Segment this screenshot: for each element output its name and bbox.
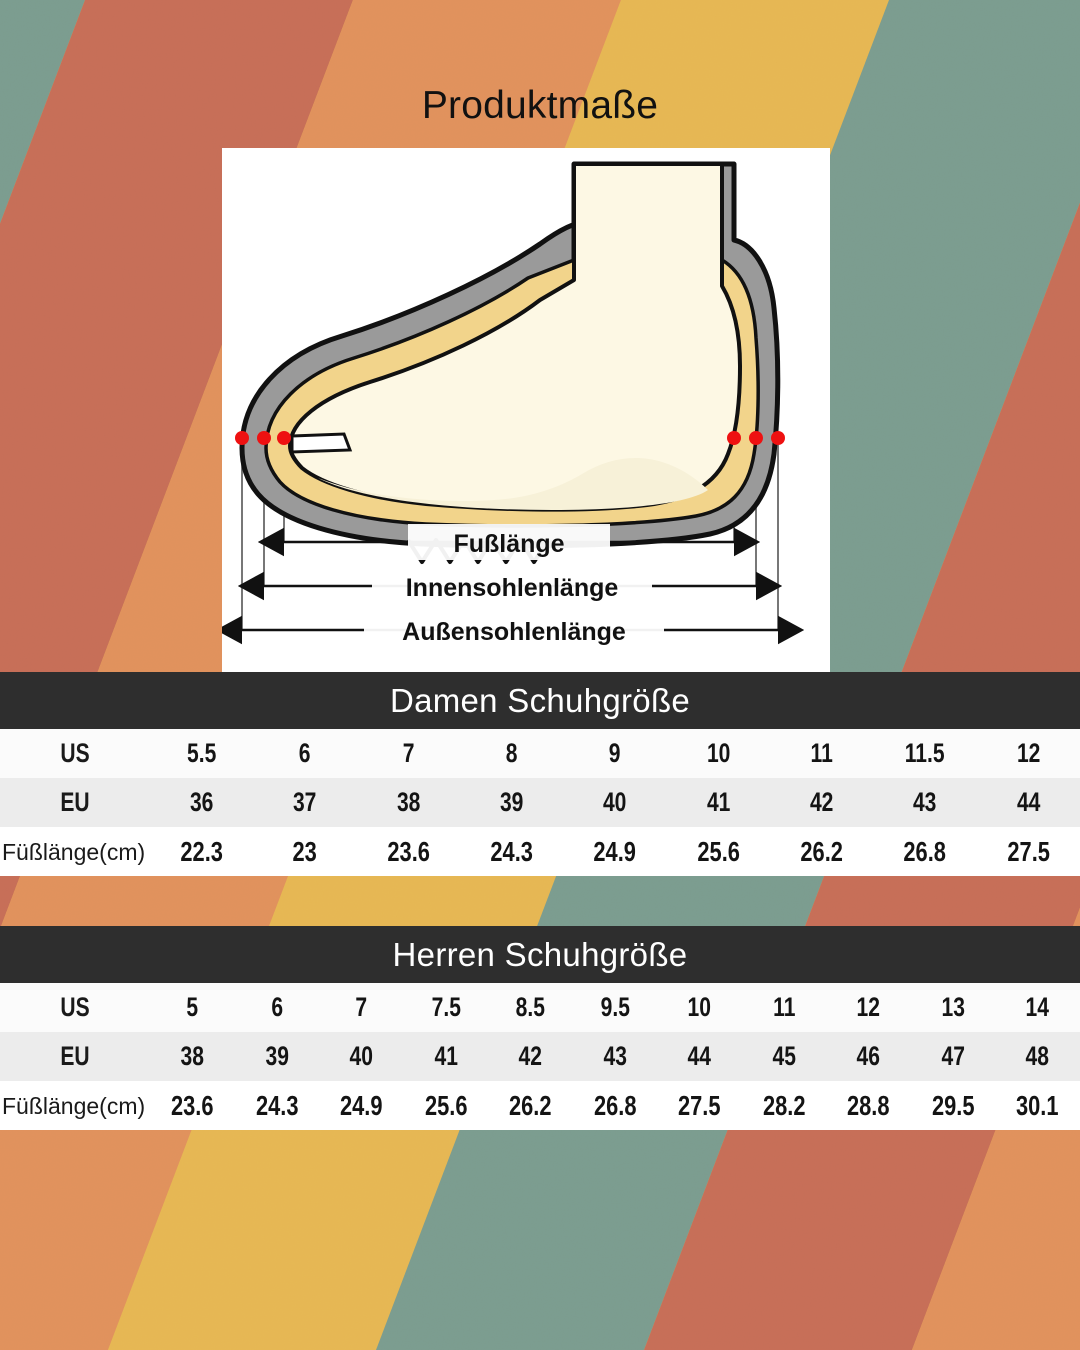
table-cell: 27.5 <box>678 1089 721 1121</box>
table-cell: 8 <box>505 738 518 768</box>
table-cell: 28.2 <box>762 1089 806 1121</box>
table-cell: 24.3 <box>255 1089 299 1121</box>
table-cell: 37 <box>293 787 317 817</box>
row-cells-foot-length: 22.3 23 23.6 24.3 24.9 25.6 26.2 26.8 27.5 <box>150 836 1080 868</box>
table-cell: 42 <box>518 1041 543 1071</box>
size-table-women: Damen Schuhgröße US 5.5 6 7 8 9 10 11 11.5 12 EU… <box>0 672 1080 876</box>
dimension-label-foot-length: Fußlänge <box>453 530 564 558</box>
table-cell: 25.6 <box>424 1089 468 1121</box>
size-table-women-header: Damen Schuhgröße <box>0 672 1080 729</box>
foot-arch-shading <box>318 458 708 510</box>
table-cell: 13 <box>941 992 965 1022</box>
table-cell: 44 <box>1016 787 1041 817</box>
table-cell: 24.3 <box>490 835 533 867</box>
toenail-shape <box>290 432 353 454</box>
size-table-men-header: Herren Schuhgröße <box>0 926 1080 983</box>
row-cells-foot-length: 23.6 24.3 24.9 25.6 26.2 26.8 27.5 28.2 28.8 29.5… <box>150 1090 1080 1122</box>
table-cell: 7 <box>402 738 415 768</box>
table-cell: 30.1 <box>1016 1089 1059 1121</box>
table-cell: 6 <box>299 738 311 768</box>
table-cell: 11 <box>810 738 833 768</box>
table-cell: 26.8 <box>593 1089 637 1121</box>
table-cell: 26.2 <box>800 835 843 867</box>
table-cell: 39 <box>499 787 524 817</box>
table-cell: 9 <box>609 738 621 768</box>
product-measurement-diagram: Fußlänge Innensohlenlänge Außensohlenlän… <box>222 148 830 672</box>
table-cell: 38 <box>396 787 421 817</box>
table-cell: 38 <box>180 1041 204 1071</box>
row-label-eu: EU <box>60 787 90 817</box>
row-label-us: US <box>60 992 90 1022</box>
table-cell: 11 <box>772 992 796 1022</box>
table-cell: 44 <box>687 1041 712 1071</box>
table-cell: 36 <box>189 787 214 817</box>
table-cell: 48 <box>1026 1041 1050 1071</box>
table-cell: 12 <box>1016 738 1041 768</box>
table-cell: 24.9 <box>593 835 637 867</box>
table-cell: 10 <box>706 738 731 768</box>
row-cells-eu: 38 39 40 41 42 43 44 45 46 47 48 <box>150 1041 1080 1072</box>
row-cells-us: 5.5 6 7 8 9 10 11 11.5 12 <box>150 738 1080 769</box>
table-cell: 6 <box>270 992 283 1022</box>
table-cell: 12 <box>856 992 881 1022</box>
measurement-marker-dots-right <box>727 431 785 445</box>
table-row: US 5 6 7 7.5 8.5 9.5 10 11 12 13 14 <box>0 983 1080 1032</box>
table-cell: 11.5 <box>905 738 945 768</box>
table-cell: 10 <box>687 992 712 1022</box>
table-cell: 43 <box>603 1041 627 1071</box>
table-cell: 25.6 <box>697 835 740 867</box>
table-row: EU 36 37 38 39 40 41 42 43 44 <box>0 778 1080 827</box>
table-cell: 26.2 <box>509 1089 552 1121</box>
table-cell: 46 <box>856 1041 881 1071</box>
table-cell: 27.5 <box>1007 835 1050 867</box>
page-title: Produktmaße <box>421 84 659 127</box>
table-row: Füßlänge(cm) 22.3 23 23.6 24.3 24.9 25.6 26.2 2… <box>0 827 1080 876</box>
table-cell: 7 <box>355 992 368 1022</box>
table-cell: 40 <box>603 787 627 817</box>
table-cell: 47 <box>941 1041 965 1071</box>
table-cell: 26.8 <box>903 835 947 867</box>
table-cell: 5 <box>186 992 199 1022</box>
table-cell: 23.6 <box>171 1089 214 1121</box>
table-cell: 43 <box>913 787 937 817</box>
size-table-men: Herren Schuhgröße US 5 6 7 7.5 8.5 9.5 10 11 12 1… <box>0 926 1080 1130</box>
dimension-label-insole-length: Innensohlenlänge <box>406 574 619 602</box>
table-cell: 29.5 <box>931 1089 975 1121</box>
table-cell: 45 <box>772 1041 796 1071</box>
table-cell: 24.9 <box>340 1089 383 1121</box>
table-cell: 22.3 <box>180 835 223 867</box>
dimension-label-outsole-length: Außensohlenlänge <box>402 618 626 646</box>
table-row: US 5.5 6 7 8 9 10 11 11.5 12 <box>0 729 1080 778</box>
shoe-cross-section-svg: Fußlänge Innensohlenlänge Außensohlenlän… <box>222 161 805 648</box>
row-label-foot-length: Füßlänge(cm) <box>0 828 150 875</box>
table-cell: 23 <box>292 835 318 867</box>
row-label-us: US <box>60 738 90 768</box>
table-cell: 41 <box>434 1041 458 1071</box>
table-cell: 14 <box>1026 992 1050 1022</box>
foot-shape <box>288 162 742 512</box>
table-cell: 8.5 <box>515 992 546 1022</box>
table-row: Füßlänge(cm) 23.6 24.3 24.9 25.6 26.2 26.8 27.… <box>0 1081 1080 1130</box>
table-cell: 5.5 <box>187 738 217 768</box>
table-cell: 41 <box>706 787 731 817</box>
row-cells-us: 5 6 7 7.5 8.5 9.5 10 11 12 13 14 <box>150 992 1080 1023</box>
table-cell: 39 <box>265 1041 289 1071</box>
table-cell: 23.6 <box>387 835 430 867</box>
row-label-eu: EU <box>60 1041 90 1071</box>
row-label-foot-length: Füßlänge(cm) <box>0 1082 150 1129</box>
table-cell: 9.5 <box>600 992 630 1022</box>
table-cell: 42 <box>809 787 834 817</box>
table-cell: 28.8 <box>847 1089 890 1121</box>
table-cell: 40 <box>349 1041 374 1071</box>
table-row: EU 38 39 40 41 42 43 44 45 46 47 48 <box>0 1032 1080 1081</box>
measurement-marker-dots-left <box>235 431 291 445</box>
row-cells-eu: 36 37 38 39 40 41 42 43 44 <box>150 787 1080 818</box>
table-cell: 7.5 <box>431 992 461 1022</box>
